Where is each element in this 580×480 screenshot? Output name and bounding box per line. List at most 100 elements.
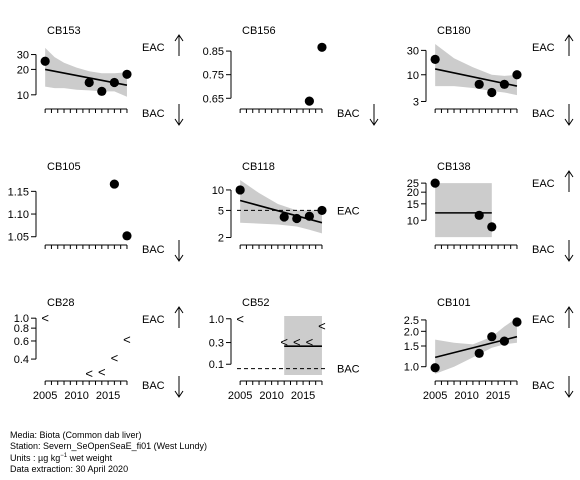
data-point bbox=[122, 69, 132, 79]
y-tick-label: 15 bbox=[407, 199, 419, 211]
eac-label: EAC bbox=[142, 42, 165, 54]
eac-label: EAC bbox=[532, 178, 555, 190]
panel-title: CB52 bbox=[242, 297, 270, 309]
x-tick-label: 2015 bbox=[486, 390, 510, 402]
data-point bbox=[499, 79, 509, 89]
y-tick-label: 0.75 bbox=[203, 70, 224, 82]
reference-line-label: BAC bbox=[337, 364, 360, 376]
units-caption: Units : µg kg−1 wet weight bbox=[10, 451, 207, 464]
data-point bbox=[317, 205, 327, 216]
confidence-band bbox=[45, 47, 127, 97]
less-than-marker: < bbox=[318, 318, 326, 333]
y-tick-label: 1.15 bbox=[8, 186, 29, 198]
y-tick-label: 10 bbox=[17, 90, 29, 102]
down-arrow-icon bbox=[564, 240, 574, 262]
data-point bbox=[474, 79, 484, 89]
down-arrow-icon bbox=[174, 376, 184, 398]
bac-label: BAC bbox=[532, 244, 555, 256]
reference-line-label: EAC bbox=[337, 205, 360, 217]
bac-label: BAC bbox=[142, 244, 165, 256]
y-tick-label: 3 bbox=[413, 96, 419, 108]
less-than-marker: < bbox=[280, 334, 288, 349]
less-than-marker: < bbox=[123, 332, 131, 347]
y-tick-label: 10 bbox=[407, 70, 419, 82]
units-prefix: Units : bbox=[10, 453, 39, 463]
panel-cb105: CB105 1.05 1.10 1.15 BAC bbox=[8, 161, 184, 262]
data-point bbox=[84, 77, 94, 88]
data-point bbox=[122, 231, 132, 241]
panel-cb28: CB28 < < < < <0.4 0.60.81.0 2005 2010 2015 EAC BAC bbox=[14, 297, 184, 402]
data-point bbox=[304, 96, 314, 106]
data-point bbox=[40, 56, 50, 66]
less-than-marker: < bbox=[111, 350, 119, 365]
x-tick-label: 2005 bbox=[423, 390, 447, 402]
down-arrow-icon bbox=[174, 240, 184, 262]
up-arrow-icon bbox=[564, 170, 574, 192]
data-point bbox=[317, 42, 327, 52]
data-point bbox=[235, 185, 245, 195]
y-tick-label: 1.0 bbox=[14, 313, 29, 325]
down-arrow-icon bbox=[564, 376, 574, 398]
figure-footer: Media: Biota (Common dab liver) Station:… bbox=[10, 430, 207, 474]
down-arrow-icon bbox=[174, 104, 184, 126]
y-tick-label: 25 bbox=[407, 178, 419, 190]
eac-label: EAC bbox=[532, 42, 555, 54]
data-point bbox=[292, 213, 302, 224]
y-tick-label: 0.65 bbox=[203, 93, 224, 105]
confidence-band bbox=[240, 180, 322, 234]
panel-cb180: CB180 3 10 30 EAC BAC bbox=[407, 25, 574, 126]
x-tick-label: 2010 bbox=[259, 390, 283, 402]
x-tick-label: 2010 bbox=[64, 390, 88, 402]
panel-title: CB105 bbox=[47, 161, 81, 173]
eac-label: EAC bbox=[532, 314, 555, 326]
panel-title: CB118 bbox=[242, 161, 275, 173]
y-tick-label: 10 bbox=[407, 215, 419, 227]
panel-title: CB101 bbox=[437, 297, 471, 309]
y-tick-label: 30 bbox=[407, 45, 419, 57]
y-tick-label: 1.0 bbox=[404, 362, 419, 374]
y-tick-label: 30 bbox=[17, 50, 29, 62]
data-point bbox=[279, 212, 289, 222]
y-tick-label: 0.8 bbox=[14, 323, 29, 335]
panel-title: CB28 bbox=[47, 297, 75, 309]
units-unit: µg kg bbox=[38, 453, 61, 463]
down-arrow-icon bbox=[564, 104, 574, 126]
panel-title: CB156 bbox=[242, 25, 276, 37]
units-exponent: −1 bbox=[60, 453, 68, 459]
y-tick-label: 0.6 bbox=[14, 336, 29, 348]
up-arrow-icon bbox=[564, 306, 574, 328]
less-than-marker: < bbox=[236, 311, 244, 326]
y-tick-label: 2.0 bbox=[404, 326, 419, 338]
x-tick-label: 2015 bbox=[96, 390, 120, 402]
data-point bbox=[487, 222, 497, 232]
data-point bbox=[474, 348, 484, 358]
y-tick-label: 1.0 bbox=[209, 314, 224, 326]
data-point bbox=[487, 332, 497, 342]
y-tick-label: 1.5 bbox=[404, 341, 419, 353]
down-arrow-icon bbox=[369, 104, 379, 126]
panel-cb118: CB118 EAC 2 5 10 bbox=[212, 161, 360, 249]
data-point bbox=[499, 336, 509, 346]
bac-label: BAC bbox=[337, 108, 360, 120]
y-tick-label: 0.3 bbox=[209, 338, 224, 350]
y-tick-label: 0.4 bbox=[14, 354, 29, 366]
bac-label: BAC bbox=[142, 380, 165, 392]
x-tick-label: 2010 bbox=[454, 390, 478, 402]
media-caption: Media: Biota (Common dab liver) bbox=[10, 430, 142, 440]
y-tick-label: 2 bbox=[218, 232, 224, 244]
panel-cb52: CB52 BAC < < < < <0.1 0.3 1.0 2005 2010 2015 bbox=[209, 297, 360, 402]
station-caption: Station: Severn_SeOpenSeaE_fi01 (West Lu… bbox=[10, 440, 207, 451]
data-point bbox=[430, 178, 440, 188]
units-suffix: wet weight bbox=[67, 453, 113, 463]
confidence-band bbox=[435, 317, 517, 374]
confidence-band bbox=[435, 183, 492, 238]
y-tick-label: 20 bbox=[17, 64, 29, 76]
data-point bbox=[97, 86, 107, 96]
y-tick-label: 1.05 bbox=[8, 232, 29, 244]
less-than-marker: < bbox=[98, 364, 106, 379]
data-point bbox=[487, 87, 497, 98]
panel-title: CB138 bbox=[437, 161, 471, 173]
bac-label: BAC bbox=[532, 380, 555, 392]
